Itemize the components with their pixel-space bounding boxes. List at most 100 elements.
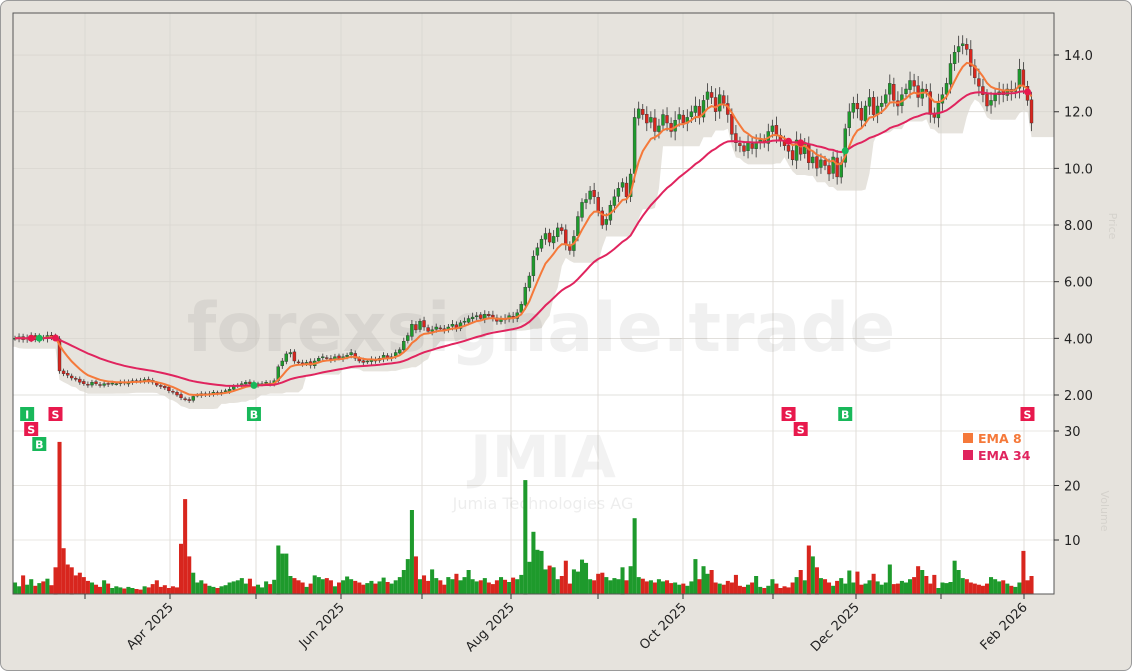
- candle-body: [855, 102, 860, 110]
- volume-bar: [1021, 550, 1026, 595]
- candle-body: [794, 139, 799, 161]
- volume-bar: [150, 584, 155, 595]
- volume-bar: [466, 570, 471, 595]
- volume-bar: [25, 584, 30, 595]
- volume-bar: [709, 570, 714, 595]
- candle-body: [523, 287, 527, 306]
- volume-bar: [794, 577, 799, 595]
- volume-bar: [438, 580, 443, 595]
- volume-bar: [29, 579, 34, 595]
- volume-bar: [130, 588, 135, 595]
- volume-bar: [640, 578, 645, 595]
- candle-body: [244, 382, 248, 385]
- volume-bar: [733, 574, 738, 595]
- candle-body: [106, 383, 110, 385]
- volume-bar: [320, 579, 325, 595]
- volume-bar: [45, 578, 50, 595]
- volume-bar: [535, 549, 540, 595]
- volume-bar: [166, 588, 171, 595]
- candle-body: [875, 105, 880, 114]
- volume-bar: [434, 578, 439, 595]
- candle-body: [580, 202, 584, 218]
- price-tick-label: 4.00: [1064, 332, 1093, 347]
- candle-body: [908, 80, 912, 90]
- candlesticks: [13, 35, 1034, 403]
- volume-bar: [936, 588, 941, 595]
- volume-bar: [256, 584, 261, 595]
- volume-bar: [580, 559, 585, 595]
- sell-signal-marker: [793, 422, 808, 436]
- candle-body: [815, 156, 819, 169]
- candle-body: [361, 360, 365, 363]
- legend-swatch-ema34: [963, 450, 973, 460]
- candle-body: [98, 384, 102, 386]
- volume-bar: [989, 577, 994, 595]
- sell-signal-marker: [781, 407, 796, 421]
- volume-bar: [976, 584, 981, 595]
- volume-bar: [292, 578, 297, 595]
- candle-body: [952, 52, 957, 65]
- candle-body: [649, 117, 653, 123]
- candle-body: [936, 102, 941, 119]
- candle-body: [661, 114, 665, 126]
- volume-bar: [288, 576, 293, 595]
- volume-bar: [972, 583, 977, 595]
- legend-label-ema34: EMA 34: [978, 448, 1031, 463]
- candle-body: [576, 216, 580, 236]
- volume-bar: [661, 581, 666, 595]
- date-tick-label: Jun 2025: [296, 600, 348, 652]
- candle-body: [924, 89, 928, 93]
- candle-body: [624, 182, 629, 197]
- candle-body: [179, 394, 183, 398]
- volume-bar: [555, 579, 560, 595]
- candle-body: [191, 396, 195, 401]
- candle-body: [426, 327, 430, 332]
- volume-bar: [179, 543, 184, 595]
- candle-body: [430, 329, 434, 332]
- buy-signal-label: B: [250, 409, 258, 422]
- candle-body: [264, 382, 268, 384]
- volume-bar: [519, 574, 524, 595]
- volume-bar: [482, 578, 487, 595]
- volume-bar: [1017, 582, 1022, 595]
- candle-body: [163, 386, 167, 389]
- candle-body: [669, 123, 673, 132]
- sell-signal-marker: [48, 407, 63, 421]
- volume-bar: [697, 579, 702, 595]
- volume-bar: [944, 583, 949, 595]
- volume-bar: [324, 578, 329, 595]
- volume-bars: [13, 441, 1034, 595]
- sell-signal-label: S: [1024, 409, 1032, 422]
- price-axis: 2.00 4.00 6.00 8.00 10.0 12.0 14.0: [1054, 49, 1093, 404]
- candle-body: [418, 321, 422, 330]
- volume-bar: [328, 580, 333, 595]
- volume-bar: [369, 580, 374, 595]
- volume-bar: [551, 567, 556, 595]
- company-watermark: Jumia Technologies AG: [452, 494, 634, 513]
- volume-bar: [114, 586, 119, 595]
- candle-body: [114, 383, 119, 385]
- sell-signal-marker: [24, 422, 39, 436]
- candle-body: [462, 321, 467, 323]
- volume-bar: [393, 580, 398, 595]
- candle-body: [892, 83, 896, 101]
- volume-bar: [867, 580, 872, 595]
- legend-swatch-ema8: [963, 433, 973, 443]
- volume-bar: [462, 577, 467, 595]
- volume-bar: [385, 582, 390, 595]
- volume-bar: [207, 585, 212, 595]
- gridlines: [13, 13, 1054, 594]
- candle-body: [645, 113, 649, 124]
- candle-body: [74, 378, 78, 380]
- volume-bar: [377, 581, 382, 595]
- candle-body: [774, 125, 779, 135]
- volume-bar: [652, 582, 657, 595]
- volume-bar: [940, 582, 945, 595]
- volume-bar: [57, 441, 62, 595]
- volume-bar: [685, 585, 690, 595]
- candle-body: [738, 143, 742, 146]
- candle-body: [560, 227, 564, 231]
- volume-bar: [818, 578, 823, 595]
- volume-bar: [543, 569, 548, 595]
- candle-body: [888, 83, 892, 95]
